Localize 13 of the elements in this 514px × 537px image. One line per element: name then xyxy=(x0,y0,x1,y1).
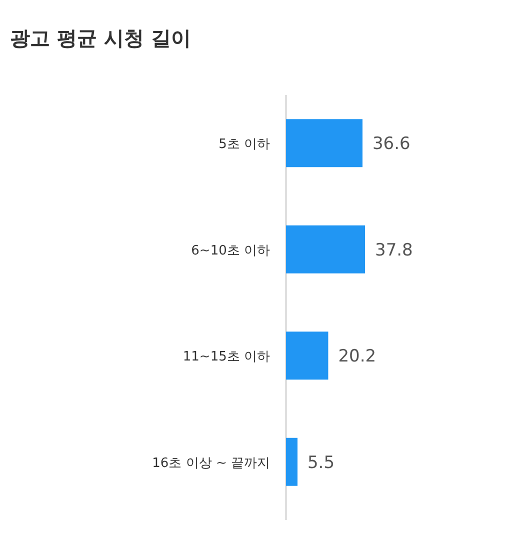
text: 광고 평균 시청 길이 xyxy=(10,26,191,50)
bar xyxy=(286,119,362,168)
data-label: 36.6 xyxy=(372,134,410,154)
data-label: 20.2 xyxy=(338,346,376,367)
bar xyxy=(286,332,328,380)
data-label: 5.5 xyxy=(307,452,335,473)
y-tick-label: 6~10초 이하 xyxy=(191,243,270,258)
data-label: 37.8 xyxy=(375,240,413,260)
bar xyxy=(286,225,365,274)
y-tick-label: 16초 이상 ~ 끝까지 xyxy=(152,456,270,471)
bar xyxy=(286,438,298,486)
y-tick-label: 5초 이하 xyxy=(218,137,270,152)
y-tick-label: 11~15초 이하 xyxy=(182,350,270,365)
